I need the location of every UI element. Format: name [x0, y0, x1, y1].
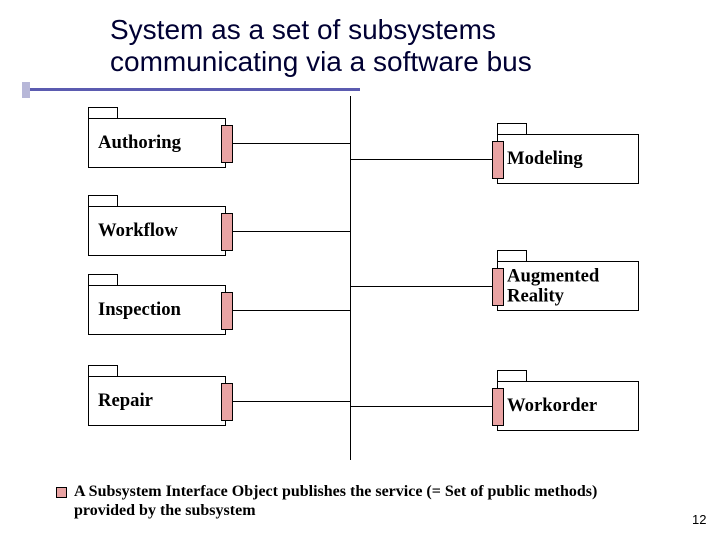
package-label: Modeling: [507, 148, 583, 170]
package-authoring: Authoring: [88, 118, 226, 168]
interface-workorder: [492, 388, 504, 426]
package-label: Authoring: [98, 132, 181, 154]
slide: System as a set of subsystems communicat…: [0, 0, 720, 540]
package-label: Repair: [98, 390, 153, 412]
interface-authoring: [221, 125, 233, 163]
connector-authoring: [232, 143, 350, 144]
package-label: Augmented Reality: [507, 266, 599, 305]
bullet-icon: [56, 487, 67, 498]
footer-line-2: provided by the subsystem: [74, 502, 256, 519]
package-label: Workorder: [507, 395, 597, 417]
package-label: Workflow: [98, 220, 178, 242]
connector-modeling: [350, 159, 497, 160]
slide-title: System as a set of subsystems communicat…: [110, 14, 532, 78]
title-line-2: communicating via a software bus: [110, 46, 532, 77]
title-tick: [22, 82, 30, 98]
package-inspection: Inspection: [88, 285, 226, 335]
package-workflow: Workflow: [88, 206, 226, 256]
interface-modeling: [492, 141, 504, 179]
package-workorder: Workorder: [497, 381, 639, 431]
footer-line-1: A Subsystem Interface Object publishes t…: [74, 483, 597, 500]
footer-note: A Subsystem Interface Object publishes t…: [74, 482, 597, 520]
package-augmented-reality: Augmented Reality: [497, 261, 639, 311]
connector-workorder: [350, 406, 497, 407]
package-label: Inspection: [98, 299, 181, 321]
package-repair: Repair: [88, 376, 226, 426]
interface-inspection: [221, 292, 233, 330]
connector-repair: [232, 401, 350, 402]
interface-workflow: [221, 213, 233, 251]
interface-augmented-reality: [492, 268, 504, 306]
connector-workflow: [232, 231, 350, 232]
package-modeling: Modeling: [497, 134, 639, 184]
title-line-1: System as a set of subsystems: [110, 14, 496, 45]
page-number: 12: [692, 512, 706, 527]
connector-augmented-reality: [350, 286, 497, 287]
title-underline: [30, 88, 360, 91]
connector-inspection: [232, 310, 350, 311]
interface-repair: [221, 383, 233, 421]
